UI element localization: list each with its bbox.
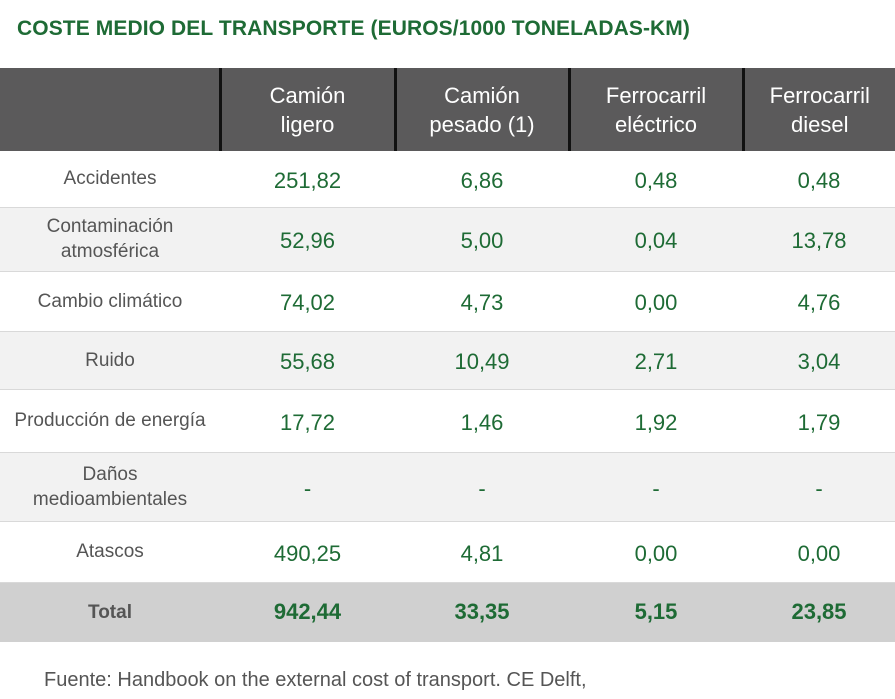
row-label: Daños medioambientales (0, 452, 220, 522)
cell-value: 0,00 (569, 521, 743, 583)
cell-value: 1,92 (569, 389, 743, 453)
table-row: Accidentes 251,82 6,86 0,48 0,48 (0, 151, 895, 208)
transport-cost-table: Camión ligero Camión pesado (1) Ferrocarri… (0, 68, 895, 642)
cell-value: 10,49 (395, 331, 569, 390)
total-value: 33,35 (454, 599, 510, 625)
cell-value: 2,71 (569, 331, 743, 390)
source-note: Fuente: Handbook on the external cost of… (44, 669, 587, 691)
cell-value: 0,48 (743, 151, 895, 208)
page-title: COSTE MEDIO DEL TRANSPORTE (EUROS/1000 T… (17, 17, 690, 40)
table-row: Contaminación atmosférica 52,96 5,00 0,0… (0, 207, 895, 272)
cell-value: 4,81 (395, 521, 569, 583)
table-row: Cambio climático 74,02 4,73 0,00 4,76 (0, 271, 895, 332)
column-header: Camión pesado (1) (393, 68, 569, 151)
row-label: Atascos (0, 521, 220, 583)
row-label: Cambio climático (0, 271, 220, 332)
table-row: Ruido 55,68 10,49 2,71 3,04 (0, 331, 895, 390)
table-row: Daños medioambientales - - - - (0, 452, 895, 522)
cell-value: 52,96 (220, 207, 395, 272)
cell-value: - (395, 452, 569, 522)
cell-value: 1,79 (743, 389, 895, 453)
cell-value: 13,78 (743, 207, 895, 272)
cell-value: 55,68 (220, 331, 395, 390)
cell-value: 251,82 (220, 151, 395, 208)
total-value: 23,85 (791, 599, 847, 625)
row-label: Contaminación atmosférica (0, 207, 220, 272)
cell-value: 17,72 (220, 389, 395, 453)
cell-value: 0,00 (569, 271, 743, 332)
cell-value: 4,73 (395, 271, 569, 332)
cell-value: - (569, 452, 743, 522)
cell-value: - (220, 452, 395, 522)
cell-value: 0,48 (569, 151, 743, 208)
total-value: 5,15 (634, 599, 678, 625)
total-value: 942,44 (273, 599, 342, 625)
table-row: Atascos 490,25 4,81 0,00 0,00 (0, 521, 895, 583)
header-blank-cell (0, 68, 220, 151)
cell-value: 1,46 (395, 389, 569, 453)
row-label: Ruido (0, 331, 220, 390)
cell-value: 5,00 (395, 207, 569, 272)
table-row: Producción de energía 17,72 1,46 1,92 1,… (0, 389, 895, 453)
cell-value: 0,04 (569, 207, 743, 272)
table-header-row: Camión ligero Camión pesado (1) Ferrocarri… (0, 68, 895, 151)
column-header: Ferrocarril diesel (741, 68, 895, 151)
cell-value: 3,04 (743, 331, 895, 390)
total-row: Total 942,44 33,35 5,15 23,85 (0, 582, 895, 642)
row-label: Accidentes (0, 151, 220, 208)
total-label: Total (88, 601, 132, 623)
column-header: Camión ligero (218, 68, 395, 151)
cell-value: - (743, 452, 895, 522)
cell-value: 490,25 (220, 521, 395, 583)
cell-value: 74,02 (220, 271, 395, 332)
column-header: Ferrocarril eléctrico (567, 68, 743, 151)
cell-value: 4,76 (743, 271, 895, 332)
cell-value: 0,00 (743, 521, 895, 583)
cell-value: 6,86 (395, 151, 569, 208)
row-label: Producción de energía (0, 389, 220, 453)
